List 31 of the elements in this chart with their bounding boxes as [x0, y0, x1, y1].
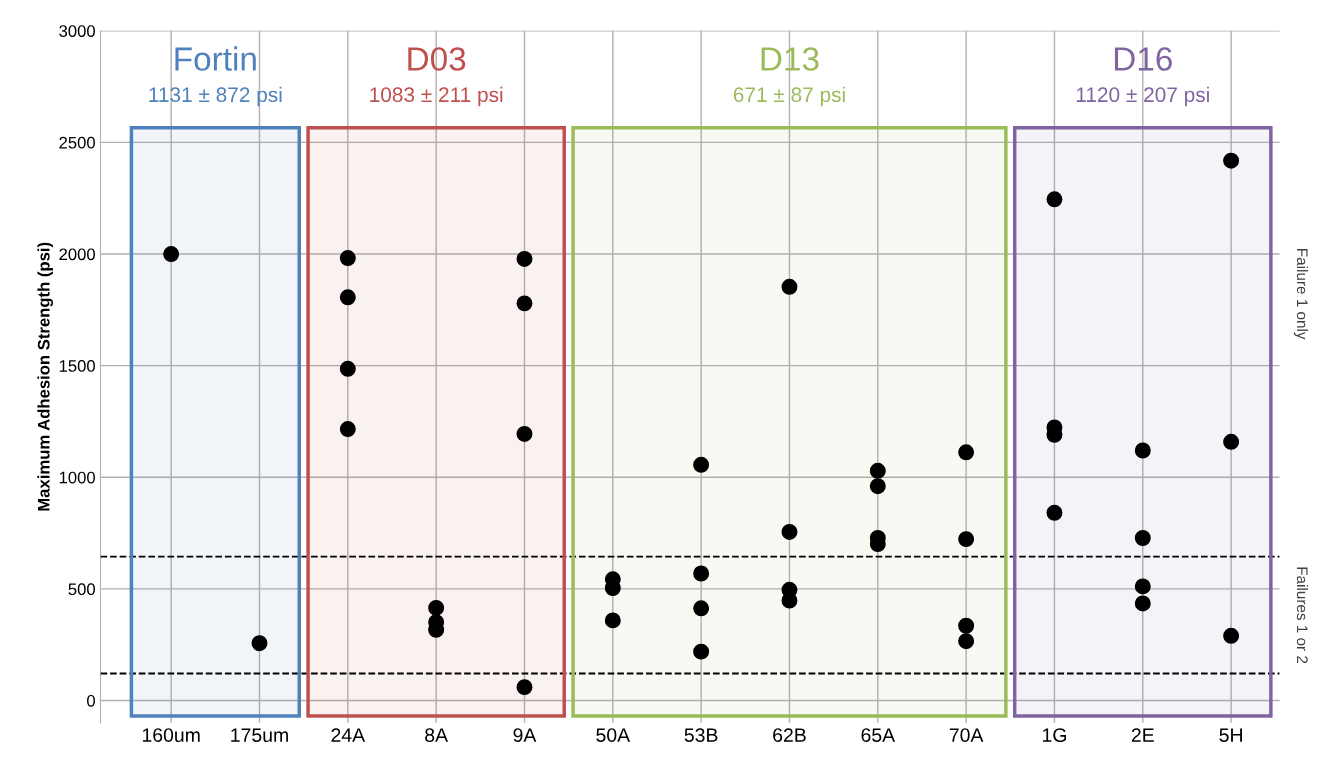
annotation: 1083 ± 211 psi [370, 86, 503, 107]
y-tick-label: 2000 [59, 248, 95, 261]
y-axis-title: Maximum Adhesion Strength (psi) [37, 242, 54, 511]
y-tick-label: 1500 [59, 360, 95, 372]
band-label: D13 [761, 47, 819, 71]
text: Failure 1 only [1293, 249, 1309, 340]
x-tick-label: 160um [142, 728, 200, 742]
y-tick-label: 0 [87, 694, 95, 707]
text: Failures 1 or 2 [1296, 567, 1309, 664]
y-tick-label: 3000 [59, 25, 95, 37]
x-tick-label: 24A [331, 728, 366, 742]
annotation: 671 ± 87 psi [733, 86, 845, 107]
x-tick-label: 62B [773, 728, 806, 742]
x-tick-label: 50A [596, 728, 631, 742]
y-tick-label: 2500 [59, 136, 95, 149]
band-label: Fortin [175, 46, 256, 71]
annotation: 1120 ± 207 psi [1076, 86, 1209, 107]
x-tick-label: 70A [949, 728, 984, 742]
x-tick-label: 2E [1131, 728, 1154, 742]
band-label: D16 [1114, 47, 1172, 71]
x-tick-label: 1G [1042, 728, 1066, 742]
x-tick-label: 5H [1219, 728, 1242, 742]
x-tick-label: 175um [231, 728, 288, 742]
annotation: 1131 ± 872 psi [149, 86, 282, 107]
x-tick-label: 53B [684, 728, 718, 742]
x-tick-label: 9A [513, 728, 537, 742]
x-tick-label: 8A [425, 728, 449, 742]
y-tick-label: 1000 [59, 471, 95, 484]
y-tick-label: 500 [68, 583, 95, 596]
band-label: D03 [408, 47, 466, 71]
x-tick-label: 65A [861, 728, 896, 742]
